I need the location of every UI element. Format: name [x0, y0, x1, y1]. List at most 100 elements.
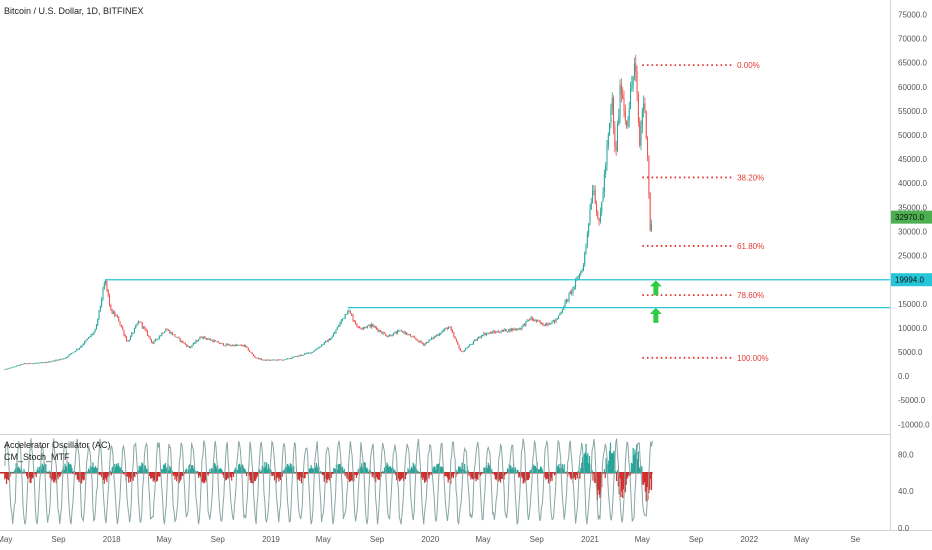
ac-histogram-bar: [545, 472, 547, 480]
ac-histogram-bar: [579, 472, 581, 479]
candle-body: [644, 103, 646, 111]
ac-histogram-bar: [130, 472, 132, 480]
ac-histogram-bar: [271, 472, 273, 477]
ac-histogram-bar: [465, 471, 467, 474]
candle-body: [162, 332, 164, 334]
ac-histogram-bar: [290, 464, 292, 474]
candle-body: [52, 360, 54, 362]
ac-histogram-bar: [278, 472, 280, 482]
candle-body: [538, 320, 540, 322]
candle-body: [285, 358, 287, 360]
ac-histogram-bar: [72, 472, 74, 474]
ac-histogram-bar: [372, 472, 374, 475]
ac-histogram-bar: [354, 472, 356, 475]
candle-body: [271, 359, 273, 361]
ac-histogram-bar: [500, 472, 502, 479]
candle-body: [564, 301, 566, 308]
ac-histogram-bar: [609, 450, 611, 474]
candle-body: [351, 313, 353, 316]
ac-histogram-bar: [522, 472, 524, 484]
ac-histogram-bar: [503, 472, 505, 480]
ac-histogram-bar: [309, 468, 311, 474]
candle-body: [501, 329, 503, 332]
ac-histogram-bar: [293, 471, 296, 474]
ac-histogram-bar: [211, 468, 214, 474]
candle-body: [109, 295, 111, 305]
candle-body: [526, 319, 528, 322]
candle-body: [597, 212, 599, 219]
level-price-tag-bg: [891, 273, 932, 287]
ac-histogram-bar: [225, 472, 227, 480]
ac-histogram-bar: [129, 472, 131, 478]
ac-histogram-bar: [108, 472, 110, 475]
candle-body: [245, 344, 247, 347]
candle-body: [394, 332, 396, 333]
ac-histogram-bar: [46, 472, 49, 474]
ac-histogram-bar: [621, 472, 623, 492]
ac-histogram-bar: [53, 472, 56, 482]
ac-histogram-bar: [367, 469, 369, 474]
candle-body: [522, 324, 524, 327]
ac-histogram-bar: [622, 472, 624, 498]
candle-body: [558, 315, 560, 319]
y-tick-label: 40000.0: [898, 179, 927, 188]
ac-histogram-bar: [12, 472, 15, 474]
ac-histogram-bar: [291, 467, 293, 474]
ac-histogram-bar: [456, 469, 458, 474]
candle-body: [200, 336, 202, 338]
candle-body: [640, 125, 642, 146]
ac-histogram-bar: [471, 472, 473, 478]
candle-body: [166, 329, 168, 331]
ac-histogram-bar: [440, 466, 442, 474]
candle-body: [163, 331, 166, 334]
ac-histogram-bar: [635, 452, 637, 474]
ac-histogram-bar: [581, 462, 583, 474]
candle-body: [95, 324, 97, 330]
ac-histogram-bar: [459, 466, 461, 474]
ac-histogram-bar: [43, 462, 45, 474]
candle-body: [321, 344, 323, 347]
candle-body: [63, 358, 65, 360]
ac-histogram-bar: [115, 467, 117, 474]
ac-histogram-bar: [65, 466, 67, 474]
candle-body: [527, 319, 529, 321]
ac-histogram-bar: [538, 469, 540, 474]
candle-body: [314, 349, 316, 352]
ac-histogram-bar: [520, 472, 523, 476]
candle-body: [177, 337, 179, 339]
ac-histogram-bar: [306, 472, 308, 474]
candle-body: [266, 359, 268, 361]
ac-histogram-bar: [636, 458, 639, 474]
candle-body: [215, 340, 217, 342]
candle-body: [463, 350, 465, 352]
ac-histogram-bar: [387, 464, 389, 474]
ac-histogram-bar: [209, 468, 211, 474]
candle-body: [249, 350, 251, 352]
y-tick-label: 0.0: [898, 372, 910, 381]
ac-histogram-bar: [349, 472, 351, 482]
ac-histogram-bar: [59, 472, 61, 478]
ac-histogram-bar: [310, 465, 312, 474]
ac-histogram-bar: [478, 472, 480, 475]
candle-body: [649, 194, 651, 231]
ac-histogram-bar: [484, 468, 486, 474]
ac-histogram-bar: [532, 472, 534, 474]
candle-body: [56, 359, 58, 361]
candlestick-series: [4, 54, 653, 371]
ac-histogram-bar: [178, 472, 180, 483]
candle-body: [287, 358, 289, 360]
osc-y-tick-label: 40.0: [898, 487, 914, 496]
ac-histogram-bar: [5, 472, 7, 479]
ac-histogram-bar: [489, 466, 491, 474]
candle-body: [339, 322, 341, 326]
ac-histogram-bar: [515, 471, 517, 474]
ac-histogram-bar: [644, 472, 646, 492]
ac-histogram-bar: [620, 472, 622, 497]
candle-body: [373, 326, 375, 327]
ac-histogram-bar: [211, 467, 213, 474]
candle-body: [602, 192, 604, 202]
ac-histogram-bar: [373, 472, 375, 479]
ac-histogram-bar: [99, 472, 101, 476]
candle-body: [607, 135, 609, 147]
ac-histogram-bar: [19, 469, 22, 474]
